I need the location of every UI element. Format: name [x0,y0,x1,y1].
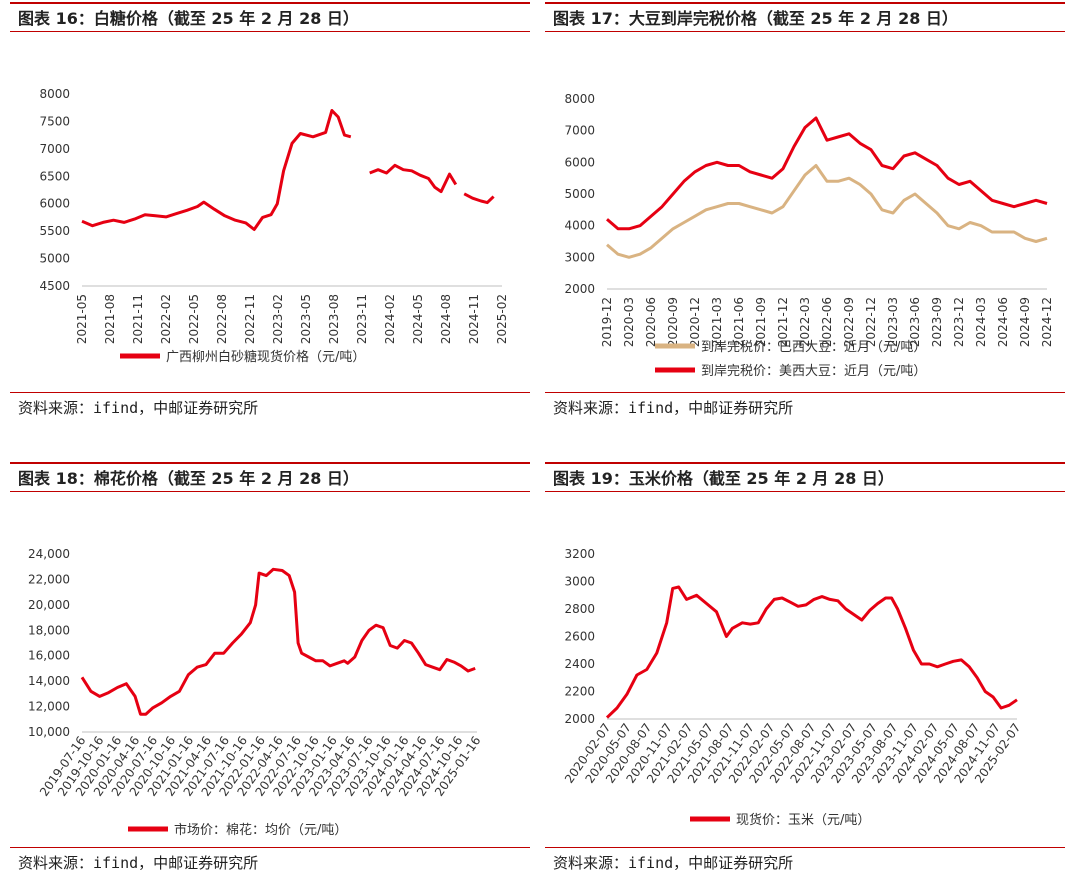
series-line-1 [80,567,476,716]
legend-label: 到岸完税价：美西大豆：近月（元/吨） [701,364,926,379]
y-tick-label: 5000 [564,187,595,201]
chart-title: 图表 17：大豆到岸完税价格（截至 25 年 2 月 28 日） [545,2,1065,32]
y-tick-label: 3000 [564,250,595,264]
y-tick-label: 7000 [39,142,70,156]
x-tick-label: 2024-08 [439,294,453,344]
x-tick-label: 2024-02 [383,294,397,344]
x-tick-label: 2022-06 [820,297,834,347]
line-chart: 4500 5000 5500 6000 6500 7000 7500 8000 2021-05 2… [39,87,509,365]
chart-source: 资料来源：ifind，中邮证券研究所 [545,392,1065,422]
chart-panel-2: 图表 17：大豆到岸完税价格（截至 25 年 2 月 28 日） 2000 3000… [545,2,1065,422]
x-tick-label: 2022-08 [215,294,229,344]
series-line-1 [81,109,352,231]
x-tick-label: 2024-05 [411,294,425,344]
chart-panel-3: 图表 18：棉花价格（截至 25 年 2 月 28 日） 10,000 12,000… [10,462,530,877]
x-tick-label: 2023-11 [355,294,369,344]
chart-source: 资料来源：ifind，中邮证券研究所 [10,847,530,877]
line-chart: 10,000 12,000 14,000 16,000 18,000 20,000 22,0… [28,547,483,838]
x-tick-label: 2024-11 [467,294,481,344]
x-tick-label: 2023-08 [327,294,341,344]
chart-title: 图表 18：棉花价格（截至 25 年 2 月 28 日） [10,462,530,492]
x-tick-label: 2023-06 [908,297,922,347]
x-tick-label: 2020-06 [644,297,658,347]
x-tick-label: 2019-12 [600,297,614,347]
y-tick-label: 5500 [39,224,70,238]
x-tick-label: 2024-09 [1018,297,1032,347]
x-tick-label: 2020-03 [622,297,636,347]
y-tick-label: 6000 [564,155,595,169]
legend-label: 市场价：棉花：均价（元/吨） [174,822,347,838]
y-tick-label: 14,000 [28,674,70,688]
series-line-1 [606,164,1048,259]
series-line-1 [369,163,458,194]
y-tick-label: 4500 [39,279,70,293]
x-tick-label: 2022-03 [798,297,812,347]
line-chart: 20002200240026002800300032002020-02-0720… [562,547,1023,828]
y-tick-label: 2800 [564,602,595,616]
legend-label: 广西柳州白砂糖现货价格（元/吨） [166,349,365,365]
y-tick-label: 10,000 [28,725,70,739]
y-tick-label: 6000 [39,197,70,211]
x-tick-label: 2024-06 [996,297,1010,347]
chart-title: 图表 19：玉米价格（截至 25 年 2 月 28 日） [545,462,1065,492]
x-tick-label: 2020-12 [688,297,702,347]
y-tick-label: 22,000 [28,572,70,586]
y-tick-label: 8000 [39,87,70,101]
y-tick-label: 7500 [39,114,70,128]
y-tick-label: 2600 [564,630,595,644]
y-tick-label: 3000 [564,575,595,589]
chart-panel-4: 图表 19：玉米价格（截至 25 年 2 月 28 日） 2000 2200 2400… [545,462,1065,877]
x-tick-label: 2021-06 [732,297,746,347]
series-line-1 [463,192,495,205]
y-tick-label: 3200 [564,547,595,561]
x-tick-label: 2023-12 [952,297,966,347]
y-tick-label: 24,000 [28,547,70,561]
x-tick-label: 2024-03 [974,297,988,347]
chart-source: 资料来源：ifind，中邮证券研究所 [545,847,1065,877]
x-tick-label: 2025-02 [495,294,509,344]
legend-label: 现货价：玉米（元/吨） [736,812,870,828]
x-tick-label: 2022-12 [864,297,878,347]
y-tick-label: 2200 [564,685,595,699]
x-tick-label: 2023-09 [930,297,944,347]
x-tick-label: 2023-05 [299,294,313,344]
chart-title: 图表 16：白糖价格（截至 25 年 2 月 28 日） [10,2,530,32]
x-tick-label: 2021-11 [131,294,145,344]
x-tick-label: 2022-02 [159,294,173,344]
x-tick-label: 2021-12 [776,297,790,347]
y-tick-label: 12,000 [28,700,70,714]
line-chart: 2000 3000 4000 5000 6000 7000 8000 2019-12 2020-… [564,92,1054,379]
y-tick-label: 5000 [39,252,70,266]
y-tick-label: 2000 [564,712,595,726]
y-tick-label: 2400 [564,657,595,671]
y-tick-label: 6500 [39,169,70,183]
y-tick-label: 20,000 [28,598,70,612]
chart-source: 资料来源：ifind，中邮证券研究所 [10,392,530,422]
y-tick-label: 2000 [564,282,595,296]
x-tick-label: 2023-02 [271,294,285,344]
x-tick-label: 2021-03 [710,297,724,347]
y-tick-label: 7000 [564,124,595,138]
x-tick-label: 2021-05 [75,294,89,344]
y-tick-label: 4000 [564,219,595,233]
legend-label: 到岸完税价：巴西大豆：近月（元/吨） [701,340,926,355]
x-tick-label: 2020-09 [666,297,680,347]
chart-panel-1: 图表 16：白糖价格（截至 25 年 2 月 28 日） 4500 5000 5500… [10,2,530,422]
x-tick-label: 2022-11 [243,294,257,344]
x-tick-label: 2021-08 [103,294,117,344]
x-tick-label: 2022-09 [842,297,856,347]
y-tick-label: 16,000 [28,649,70,663]
x-tick-label: 2024-12 [1040,297,1054,347]
x-tick-label: 2023-03 [886,297,900,347]
x-tick-label: 2021-09 [754,297,768,347]
y-tick-label: 8000 [564,92,595,106]
x-tick-label: 2022-05 [187,294,201,344]
series-line-2 [606,116,1048,231]
series-line-1 [605,585,1018,719]
y-tick-label: 18,000 [28,623,70,637]
